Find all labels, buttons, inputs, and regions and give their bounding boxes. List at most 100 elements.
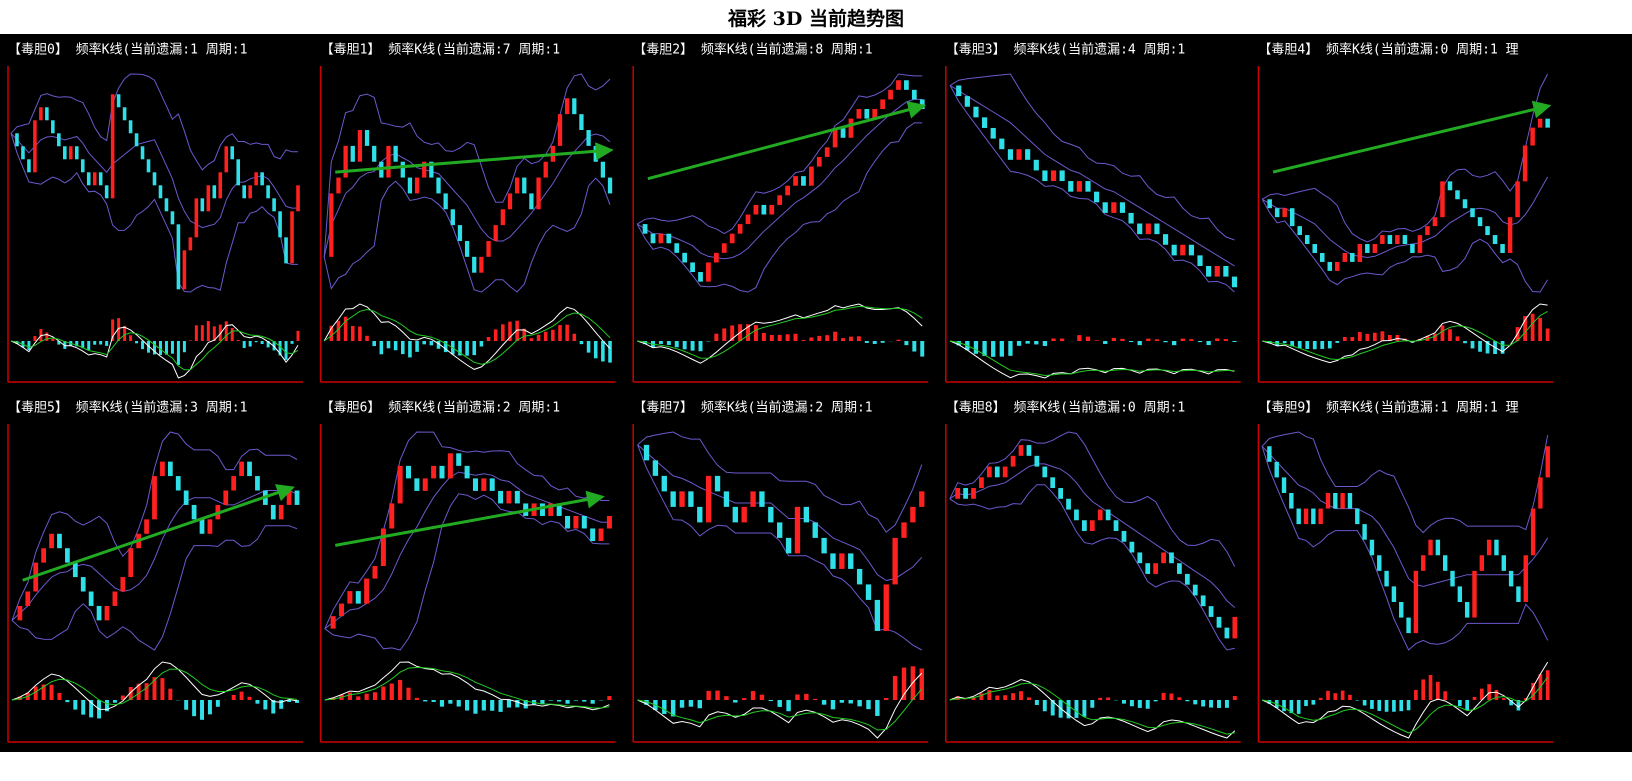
candle (1231, 276, 1238, 288)
candle (666, 233, 672, 244)
dea-line (11, 668, 298, 706)
dif-line (323, 303, 611, 370)
candle (158, 185, 163, 199)
candle (956, 85, 962, 97)
candle (590, 528, 596, 541)
candle (1184, 573, 1190, 585)
panel: 【毒胆8】 频率K线(当前遗漏:0 周期:1 (945, 400, 1241, 743)
candle (188, 237, 193, 251)
candle (146, 159, 151, 173)
candle (793, 176, 798, 186)
candle (336, 177, 341, 194)
candle (1082, 520, 1087, 531)
candle (1523, 555, 1528, 602)
candle (96, 605, 102, 621)
candle (581, 515, 587, 529)
candle (1188, 244, 1194, 256)
candle (777, 522, 783, 538)
candle (1223, 265, 1229, 277)
candle (1312, 244, 1317, 253)
band-line (11, 431, 298, 621)
dea-line (949, 682, 1235, 735)
candle (278, 211, 282, 238)
candle (1447, 181, 1453, 191)
candle (979, 477, 984, 489)
candle (750, 491, 756, 507)
candle (1325, 492, 1331, 509)
candle (414, 478, 420, 491)
candle (529, 193, 534, 210)
candle (1297, 226, 1302, 236)
candle (1111, 202, 1117, 213)
candle (1470, 208, 1475, 218)
candle (144, 519, 149, 534)
candle (17, 605, 23, 621)
candle (167, 461, 173, 477)
candle (994, 466, 1000, 478)
band-line (637, 444, 923, 651)
band-line (1261, 445, 1549, 587)
candle (86, 172, 91, 186)
candle (407, 177, 413, 194)
candle (1137, 552, 1143, 564)
candle (386, 145, 391, 178)
candle (422, 478, 428, 491)
candle (1066, 498, 1071, 510)
candle (606, 515, 612, 529)
candle (990, 127, 996, 139)
candle (88, 591, 94, 606)
trend-arrow (335, 142, 614, 174)
band-line (637, 431, 923, 533)
candle (489, 478, 495, 491)
panel: 【毒胆3】 频率K线(当前遗漏:4 周期:1 (945, 42, 1241, 383)
candle (1129, 541, 1135, 553)
candle (1059, 170, 1065, 182)
candle (1440, 181, 1445, 218)
band-line (323, 73, 611, 257)
candle (864, 109, 870, 119)
candle (92, 172, 97, 186)
candle (1537, 118, 1543, 128)
trend-arrow (647, 101, 927, 181)
panel: 【毒胆6】 频率K线(当前遗漏:2 周期:1 (319, 400, 616, 743)
candle (1538, 477, 1543, 509)
candle (1311, 508, 1316, 525)
candle (706, 262, 711, 282)
band-line (949, 85, 1235, 293)
candle (57, 133, 61, 147)
candle (679, 491, 685, 507)
candle (98, 172, 103, 186)
candle (670, 491, 676, 507)
candle (191, 504, 197, 520)
candle (910, 506, 916, 523)
candle (714, 475, 721, 492)
candle (1007, 149, 1014, 160)
candle (68, 146, 73, 160)
candle (248, 185, 252, 199)
candle (372, 145, 377, 162)
candle (1515, 181, 1520, 218)
candle (65, 548, 70, 563)
candle (104, 605, 110, 621)
candle (1350, 252, 1355, 262)
candle (812, 522, 818, 538)
candle (498, 490, 504, 504)
candle (224, 146, 229, 173)
candle (572, 98, 577, 115)
candle (422, 161, 427, 178)
candle (286, 490, 292, 505)
candle (1333, 492, 1338, 509)
candle (682, 252, 688, 263)
candle (753, 204, 759, 215)
candle (364, 130, 370, 146)
candle (431, 465, 437, 479)
dea-line (637, 688, 923, 731)
candle (856, 568, 863, 585)
candle (848, 118, 854, 138)
candle (380, 528, 386, 567)
candle (247, 461, 252, 477)
candle (339, 603, 345, 617)
candle (436, 177, 441, 194)
dea-line (637, 305, 923, 359)
panel-title: 【毒胆3】 频率K线(当前遗漏:4 周期:1 (946, 42, 1185, 58)
